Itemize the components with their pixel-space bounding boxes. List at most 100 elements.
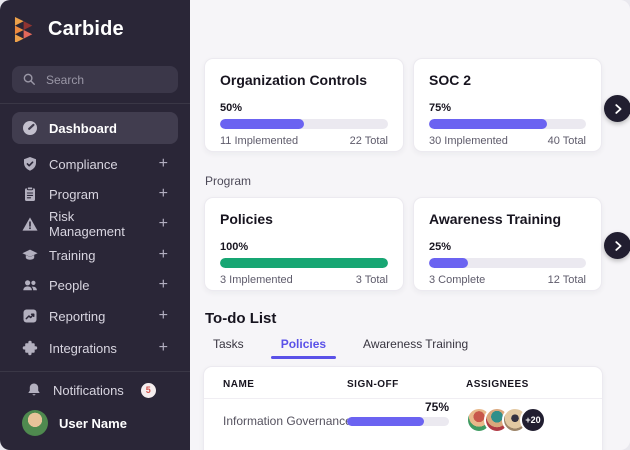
sidebar-item-label: Integrations xyxy=(49,340,117,356)
notifications-label: Notifications xyxy=(53,382,124,398)
brand-logo: Carbide xyxy=(14,16,124,43)
sidebar-item-integrations[interactable]: Integrations + xyxy=(12,334,178,362)
card-title: Awareness Training xyxy=(429,211,562,227)
column-header-assignees: ASSIGNEES xyxy=(466,379,529,390)
total-count: 40 Total xyxy=(547,135,586,147)
sidebar-item-compliance[interactable]: Compliance + xyxy=(12,150,178,178)
card-organization-controls[interactable]: Organization Controls 50% 11 Implemented… xyxy=(204,58,404,152)
sidebar-item-people[interactable]: People + xyxy=(12,271,178,299)
sidebar-item-label: Compliance xyxy=(49,156,118,172)
signoff-percent-label: 75% xyxy=(424,400,449,414)
percent-label: 75% xyxy=(429,102,452,114)
column-header-signoff: SIGN-OFF xyxy=(347,379,399,390)
tab-awareness-training[interactable]: Awareness Training xyxy=(363,337,469,351)
total-count: 3 Total xyxy=(355,274,388,286)
tab-policies[interactable]: Policies xyxy=(270,333,337,359)
progress-fill xyxy=(347,417,424,426)
sidebar-divider xyxy=(0,103,190,104)
expand-plus-icon[interactable]: + xyxy=(158,215,168,232)
search-input[interactable]: Search xyxy=(12,66,178,93)
sidebar-item-training[interactable]: Training + xyxy=(12,241,178,269)
sidebar-item-label: People xyxy=(49,277,90,293)
search-icon xyxy=(22,72,38,88)
column-header-name: NAME xyxy=(223,379,255,390)
progress-track xyxy=(429,119,586,129)
assignees-cell: +20 xyxy=(466,407,546,433)
policy-name: Information Governance xyxy=(223,414,352,428)
signoff-cell: 75% xyxy=(347,400,449,426)
expand-plus-icon[interactable]: + xyxy=(158,246,168,263)
extra-assignees-badge[interactable]: +20 xyxy=(520,407,546,433)
sidebar-item-dashboard[interactable]: Dashboard xyxy=(12,112,178,144)
user-name: User Name xyxy=(59,415,127,431)
notification-count-badge: 5 xyxy=(140,382,156,398)
gauge-icon xyxy=(22,120,38,136)
card-title: Policies xyxy=(220,211,273,227)
total-count: 22 Total xyxy=(349,135,388,147)
sidebar-item-program[interactable]: Program + xyxy=(12,180,178,208)
progress-fill xyxy=(429,119,547,129)
percent-label: 50% xyxy=(220,102,243,114)
card-title: Organization Controls xyxy=(220,72,367,88)
card-soc2[interactable]: SOC 2 75% 30 Implemented 40 Total xyxy=(413,58,602,152)
puzzle-icon xyxy=(22,340,38,356)
chevron-right-icon xyxy=(614,240,621,251)
next-program-button[interactable] xyxy=(604,232,630,259)
total-count: 12 Total xyxy=(547,274,586,286)
section-label-program: Program xyxy=(205,174,252,188)
todo-table: NAME SIGN-OFF ASSIGNEES Information Gove… xyxy=(203,366,603,450)
carbide-logo-icon xyxy=(14,16,40,43)
complete-count: 3 Complete xyxy=(429,274,486,286)
progress-track xyxy=(220,258,388,268)
user-avatar xyxy=(22,410,48,436)
expand-plus-icon[interactable]: + xyxy=(158,307,168,324)
sidebar-item-reporting[interactable]: Reporting + xyxy=(12,302,178,330)
sidebar-divider xyxy=(0,371,190,372)
table-header-divider xyxy=(204,398,602,399)
bell-icon xyxy=(26,382,42,398)
percent-label: 100% xyxy=(220,241,249,253)
progress-track xyxy=(220,119,388,129)
progress-track xyxy=(429,258,586,268)
table-header: NAME SIGN-OFF ASSIGNEES xyxy=(204,379,602,397)
implemented-count: 30 Implemented xyxy=(429,135,508,147)
chevron-right-icon xyxy=(614,103,621,114)
user-profile[interactable]: User Name xyxy=(22,410,127,436)
implemented-count: 3 Implemented xyxy=(220,274,293,286)
chart-icon xyxy=(22,308,38,324)
card-policies[interactable]: Policies 100% 3 Implemented 3 Total xyxy=(204,197,404,291)
graduation-cap-icon xyxy=(22,247,38,263)
card-title: SOC 2 xyxy=(429,72,472,88)
expand-plus-icon[interactable]: + xyxy=(158,185,168,202)
shield-check-icon xyxy=(22,156,38,172)
search-placeholder: Search xyxy=(46,72,85,87)
sidebar-item-risk-management[interactable]: Risk Management + xyxy=(12,209,178,239)
expand-plus-icon[interactable]: + xyxy=(158,155,168,172)
progress-track xyxy=(347,417,449,426)
sidebar-item-label: Dashboard xyxy=(49,120,117,136)
brand-name: Carbide xyxy=(48,17,124,40)
sidebar-item-label: Program xyxy=(49,186,99,202)
expand-plus-icon[interactable]: + xyxy=(158,276,168,293)
clipboard-icon xyxy=(22,186,38,202)
sidebar-item-label: Training xyxy=(49,247,96,263)
tab-tasks[interactable]: Tasks xyxy=(213,337,244,351)
people-icon xyxy=(22,277,38,293)
progress-fill xyxy=(220,258,388,268)
card-awareness-training[interactable]: Awareness Training 25% 3 Complete 12 Tot… xyxy=(413,197,602,291)
next-compliance-button[interactable] xyxy=(604,95,630,122)
main-content: Organization Controls 50% 11 Implemented… xyxy=(190,0,630,450)
sidebar-item-notifications[interactable]: Notifications 5 xyxy=(16,376,182,404)
sidebar: Carbide Search Dashboard xyxy=(0,0,190,450)
sidebar-item-label: Reporting xyxy=(49,308,106,324)
warning-icon xyxy=(22,216,38,232)
todo-tabs: Tasks Policies Awareness Training xyxy=(203,333,478,359)
percent-label: 25% xyxy=(429,241,452,253)
sidebar-item-label: Risk Management xyxy=(49,209,125,239)
expand-plus-icon[interactable]: + xyxy=(158,339,168,356)
progress-fill xyxy=(220,119,304,129)
progress-fill xyxy=(429,258,469,268)
implemented-count: 11 Implemented xyxy=(220,135,299,147)
todo-list-heading: To-do List xyxy=(205,310,277,327)
